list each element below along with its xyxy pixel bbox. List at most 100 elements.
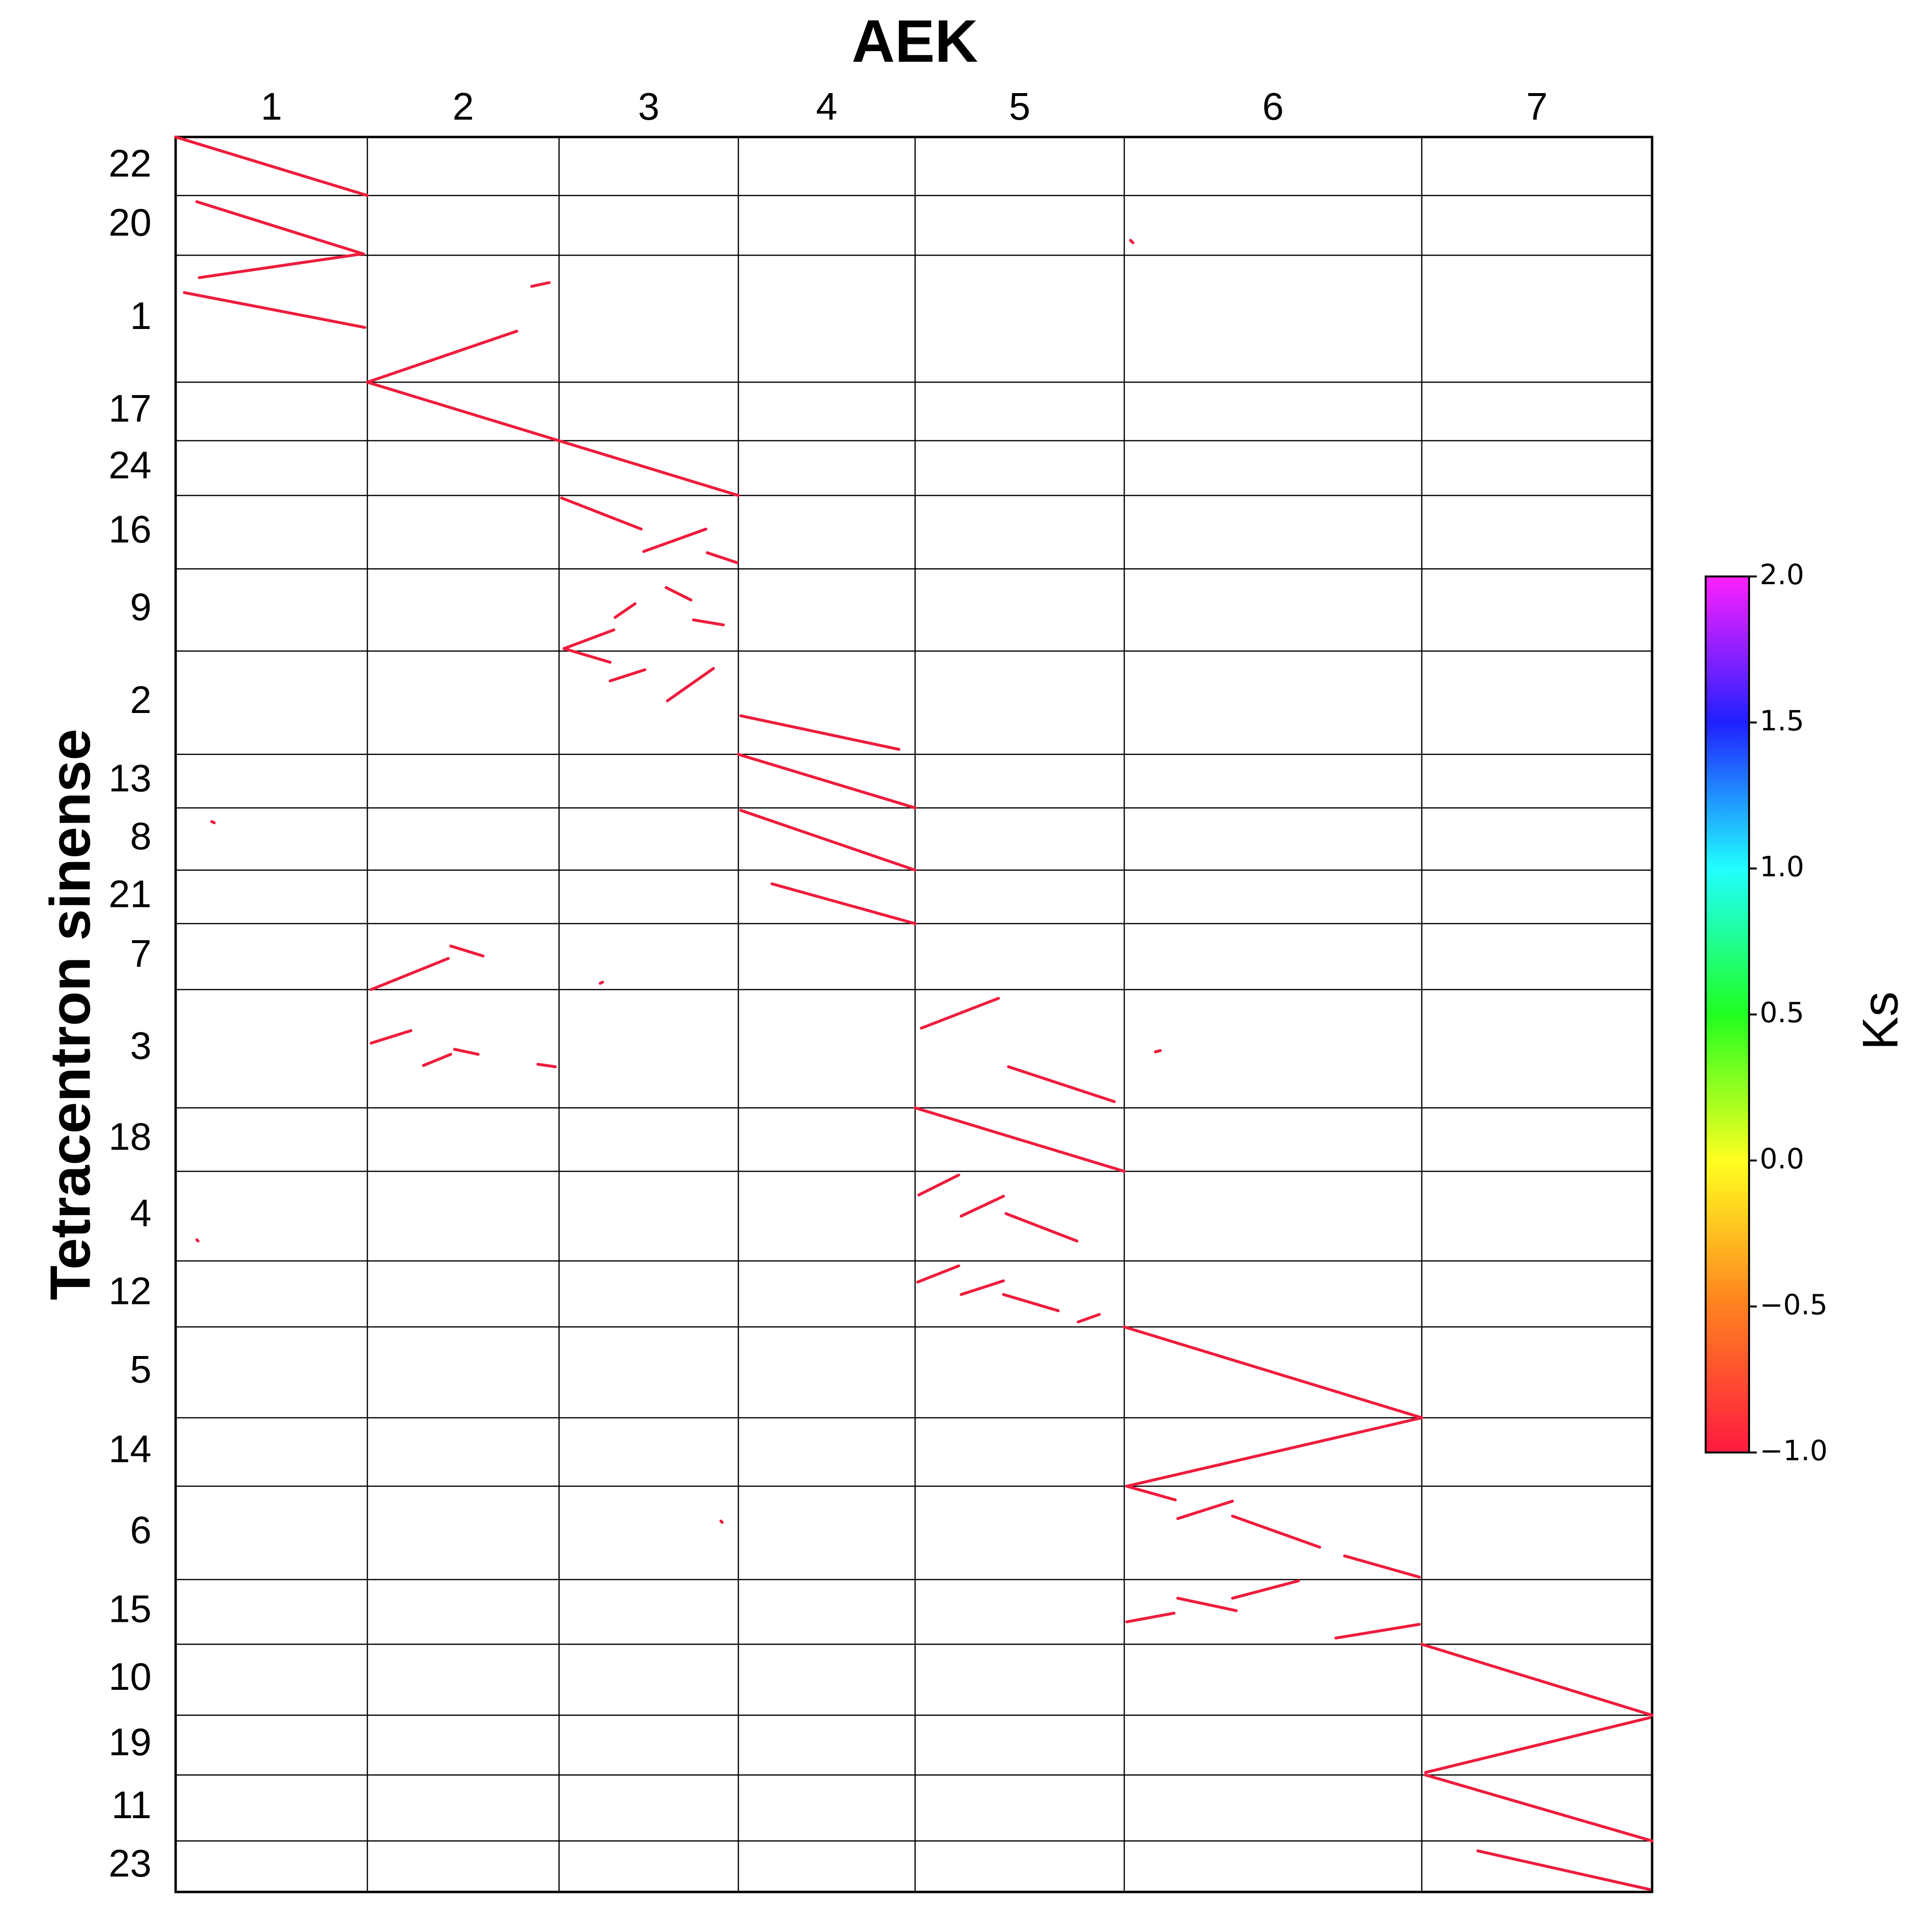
synteny-segment (1123, 1325, 1423, 1419)
synteny-segment (366, 329, 518, 384)
y-chromosome-label: 19 (109, 1721, 152, 1764)
synteny-segment (666, 667, 715, 702)
synteny-segment (1476, 1849, 1651, 1891)
y-chromosome-label: 9 (130, 586, 152, 629)
synteny-segment (1129, 239, 1135, 245)
synteny-segment (1125, 1416, 1423, 1488)
y-chromosome-label: 7 (130, 932, 152, 975)
colorbar (1705, 575, 1750, 1453)
y-chromosome-label: 23 (109, 1842, 152, 1885)
synteny-segment (1231, 1514, 1322, 1549)
synteny-segment (916, 1264, 960, 1284)
y-chromosome-label: 15 (109, 1588, 152, 1631)
colorbar-tick-label: −1.0 (1760, 1434, 1828, 1467)
synteny-segment (370, 1029, 413, 1045)
synteny-segment (1420, 1643, 1654, 1717)
colorbar-tick-label: −0.5 (1760, 1288, 1828, 1321)
plot-frame (174, 136, 1654, 1893)
x-chromosome-label: 7 (1526, 85, 1548, 128)
synteny-segment (960, 1279, 1005, 1296)
synteny-segment (913, 1106, 1126, 1173)
y-chromosome-label: 2 (130, 678, 152, 721)
y-chromosome-label: 20 (109, 201, 152, 244)
synteny-segment (770, 882, 917, 925)
synteny-segment (739, 714, 901, 751)
synteny-segment (1424, 1716, 1651, 1774)
synteny-segment (737, 753, 917, 809)
synteny-segment (195, 1238, 200, 1243)
synteny-segment (560, 496, 643, 531)
colorbar-tick-label: 2.0 (1760, 558, 1804, 591)
chart-title: AEK (852, 8, 978, 75)
synteny-segment (366, 381, 740, 497)
colorbar-tick-label: 1.5 (1760, 704, 1804, 737)
synteny-segment (1125, 1612, 1176, 1624)
synteny-segment (917, 1173, 960, 1197)
y-chromosome-label: 21 (109, 872, 152, 915)
y-chromosome-label: 11 (111, 1783, 152, 1826)
synteny-segment (1424, 1773, 1654, 1843)
synteny-segment (608, 668, 647, 683)
synteny-segment (183, 291, 367, 329)
y-chromosome-label: 8 (130, 814, 152, 857)
synteny-segment (613, 602, 637, 619)
synteny-segment (174, 136, 369, 197)
y-chromosome-label: 18 (109, 1115, 152, 1158)
synteny-segment (530, 281, 551, 288)
x-chromosome-label: 5 (1009, 85, 1031, 128)
synteny-segment (1231, 1579, 1300, 1600)
x-chromosome-label: 1 (261, 85, 282, 128)
synteny-segment (1343, 1554, 1421, 1579)
synteny-segment (1007, 1065, 1116, 1103)
synteny-segment (692, 618, 725, 627)
y-chromosome-label: 16 (109, 507, 152, 550)
colorbar-tick-label: 0.5 (1760, 996, 1804, 1029)
synteny-segment (1154, 1049, 1162, 1054)
synteny-segment (370, 957, 450, 991)
synteny-segment (598, 980, 604, 985)
x-chromosome-label: 2 (453, 85, 474, 128)
synteny-segment (536, 1063, 557, 1069)
y-chromosome-label: 24 (109, 443, 152, 486)
synteny-segment (449, 945, 485, 958)
y-chromosome-label: 22 (109, 142, 152, 185)
synteny-segment (1176, 1499, 1234, 1520)
synteny-segment (195, 200, 365, 256)
synteny-segment (920, 997, 1000, 1030)
synteny-segment (210, 820, 216, 824)
synteny-segment (664, 586, 693, 602)
synteny-segment (1076, 1313, 1101, 1324)
synteny-segment (1334, 1623, 1421, 1640)
x-chromosome-label: 6 (1262, 85, 1284, 128)
y-chromosome-label: 17 (109, 387, 152, 430)
y-chromosome-label: 1 (130, 294, 152, 337)
y-chromosome-label: 13 (109, 756, 152, 799)
colorbar-tick-label: 0.0 (1760, 1142, 1804, 1175)
synteny-segment (960, 1194, 1005, 1218)
y-chromosome-label: 4 (130, 1192, 152, 1234)
y-chromosome-label: 14 (109, 1427, 152, 1470)
synteny-segment (198, 252, 363, 279)
synteny-segment (422, 1053, 453, 1067)
colorbar-label: Ks (1852, 991, 1908, 1050)
synteny-segment (562, 628, 616, 650)
colorbar-tick-label: 1.0 (1760, 850, 1804, 883)
synteny-segment (1176, 1597, 1238, 1612)
y-chromosome-label: 12 (109, 1269, 152, 1312)
y-chromosome-label: 10 (109, 1655, 152, 1698)
synteny-segment (739, 808, 917, 872)
x-chromosome-label: 3 (638, 85, 660, 128)
synteny-segment (705, 551, 739, 564)
y-chromosome-label: 3 (130, 1024, 152, 1067)
synteny-segment (1125, 1484, 1177, 1502)
y-axis-label: Tetracentron sinense (39, 729, 102, 1301)
synteny-segment (562, 647, 612, 664)
y-chromosome-label: 6 (130, 1508, 152, 1551)
synteny-segment (1002, 1293, 1060, 1313)
x-chromosome-label: 4 (816, 85, 838, 128)
synteny-segment (642, 527, 708, 553)
y-chromosome-label: 5 (130, 1348, 152, 1391)
synteny-segment (453, 1048, 480, 1056)
